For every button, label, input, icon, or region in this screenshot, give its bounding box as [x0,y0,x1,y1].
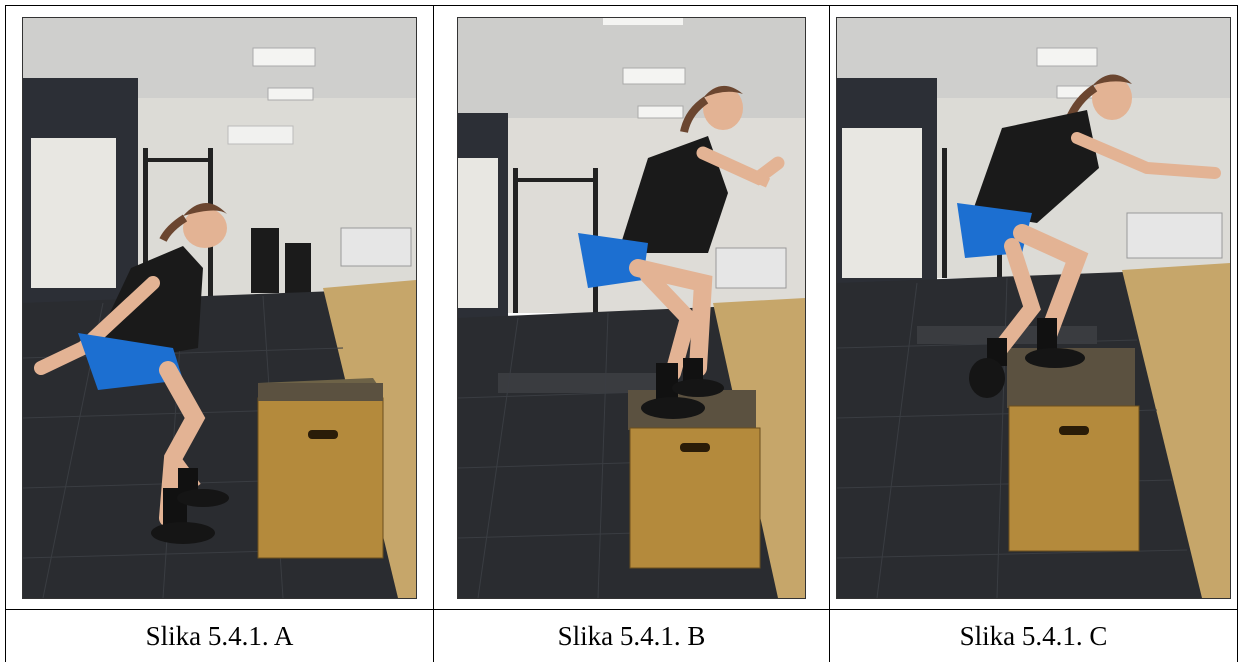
photo-cell-a [5,5,434,610]
caption-c: Slika 5.4.1. C [829,609,1238,662]
athlete-c [957,73,1221,398]
photo-b [457,16,806,599]
box-jump-landing-photo [458,17,805,598]
athlete-b [578,85,785,419]
box-jump-takeoff-photo [837,17,1230,598]
photo-cell-b [433,5,830,610]
photo-row [5,5,1238,610]
photo-a [22,16,417,599]
athlete-a [34,202,229,544]
photo-c [836,16,1231,599]
figure-table: Slika 5.4.1. A Slika 5.4.1. B Slika 5.4.… [5,5,1238,662]
caption-a: Slika 5.4.1. A [5,609,434,662]
photo-cell-c [829,5,1238,610]
caption-b: Slika 5.4.1. B [433,609,830,662]
box-jump-squat-photo [23,17,416,598]
caption-row: Slika 5.4.1. A Slika 5.4.1. B Slika 5.4.… [5,609,1238,662]
